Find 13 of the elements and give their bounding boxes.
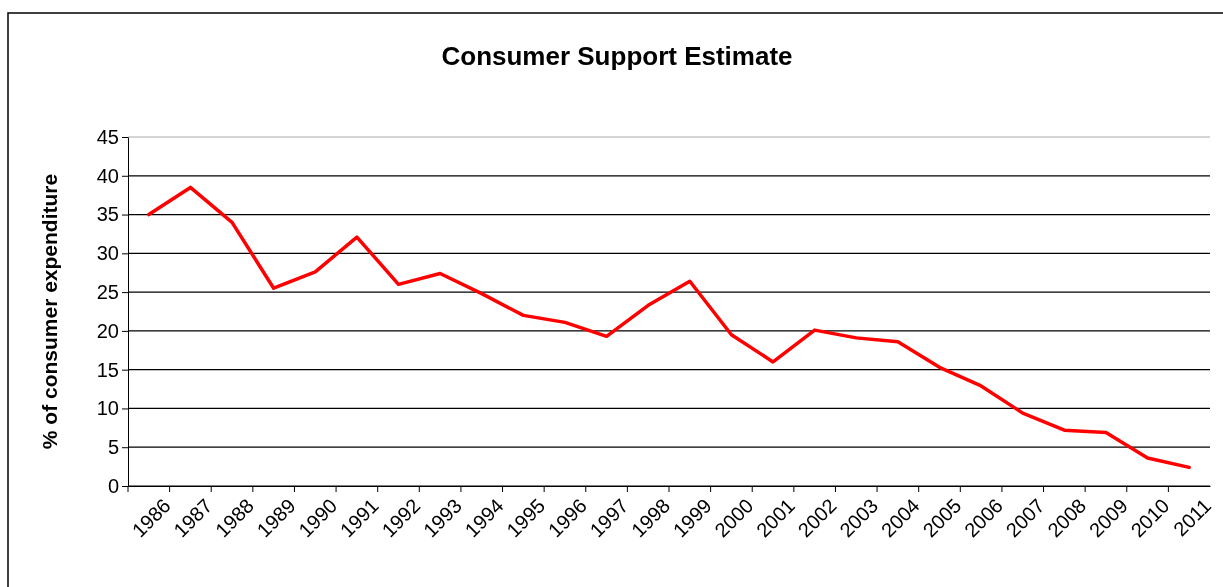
line-series: [147, 185, 1191, 470]
y-tick-label: 15: [96, 358, 119, 381]
chart-title: Consumer Support Estimate: [441, 41, 793, 71]
y-tick-label: 20: [96, 319, 119, 342]
y-tick-label: 40: [96, 164, 119, 187]
y-tick-label: 10: [96, 397, 119, 420]
y-axis-title: % of consumer expenditure: [38, 173, 61, 450]
y-tick-label: 35: [96, 203, 119, 226]
y-tick-label: 0: [107, 474, 119, 497]
y-tick-label: 30: [96, 242, 119, 265]
y-tick-label: 45: [96, 125, 119, 148]
y-tick-label: 5: [107, 436, 119, 459]
y-tick-label: 25: [96, 281, 119, 304]
